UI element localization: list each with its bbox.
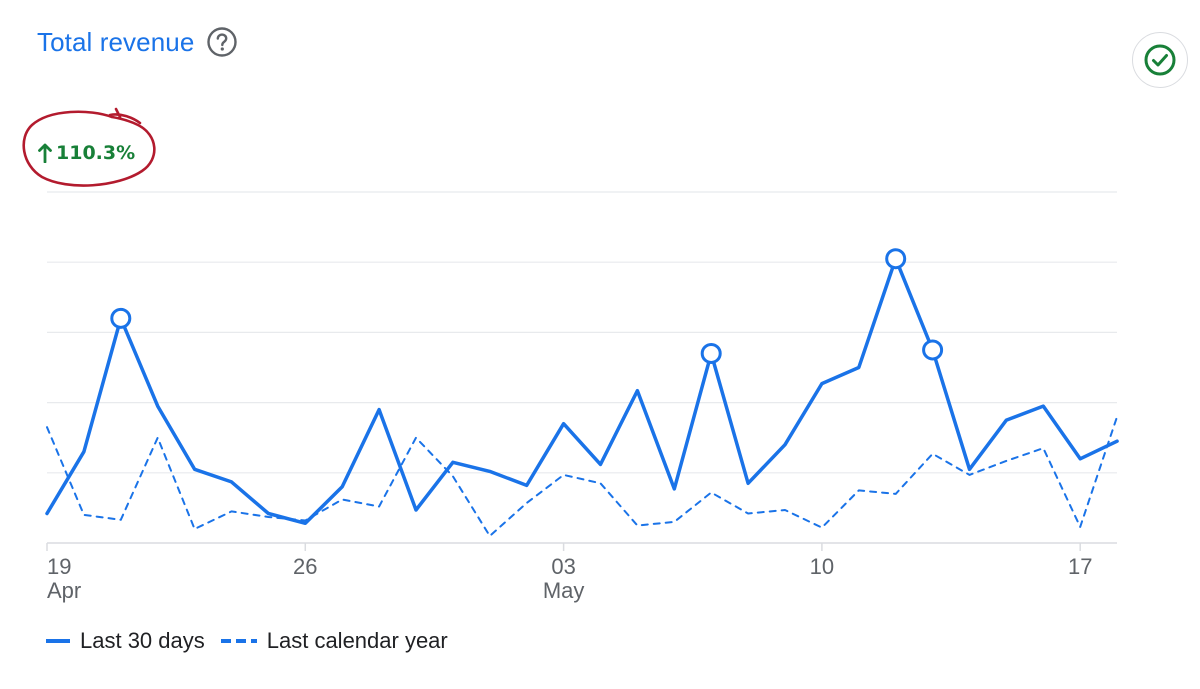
x-tick-label: 26 [293, 554, 317, 579]
x-tick-month-label: May [543, 578, 585, 603]
x-tick-label: 17 [1068, 554, 1092, 579]
legend-label: Last calendar year [266, 628, 448, 653]
highlighted-data-point[interactable] [700, 342, 722, 364]
chart-header: Total revenue [37, 26, 238, 58]
x-tick-label: 19 [47, 554, 71, 579]
highlighted-data-point[interactable] [885, 248, 907, 270]
chart-legend: Last 30 days Last calendar year [46, 628, 464, 654]
change-indicator: 110.3% [20, 105, 160, 190]
change-percent: 110.3% [56, 142, 136, 164]
change-value: 110.3% [38, 142, 135, 164]
dashed-line-swatch [220, 639, 257, 643]
legend-label: Last 30 days [80, 628, 205, 653]
legend-item-last-calendar-year[interactable]: Last calendar year [220, 628, 448, 654]
x-tick-month-label: Apr [47, 578, 81, 603]
chart-series [45, 256, 1119, 537]
highlighted-data-point[interactable] [922, 339, 944, 361]
series-last-30-days-line [45, 256, 1119, 526]
check-circle-icon [1144, 44, 1176, 76]
x-tick-label: 10 [810, 554, 834, 579]
chart-grid [47, 191, 1117, 544]
hand-drawn-circle-annotation [22, 107, 156, 187]
status-check-button[interactable] [1132, 32, 1188, 88]
series-last-calendar-year-line [46, 415, 1119, 537]
solid-line-swatch [46, 639, 70, 643]
chart-points [110, 248, 944, 364]
x-tick-label: 03 [551, 554, 575, 579]
highlighted-data-point[interactable] [110, 307, 132, 329]
help-circle-icon[interactable] [206, 26, 238, 58]
arrow-up-icon [38, 143, 52, 163]
chart-title[interactable]: Total revenue [37, 26, 195, 57]
legend-item-last-30-days[interactable]: Last 30 days [46, 628, 205, 654]
